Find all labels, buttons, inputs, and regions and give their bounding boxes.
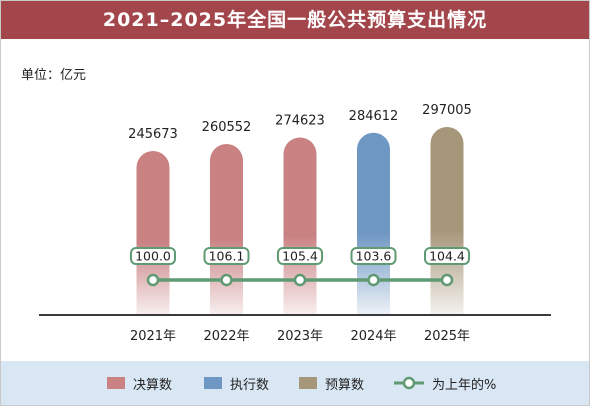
x-tick-label: 2021年 <box>130 329 176 344</box>
growth-point <box>293 273 307 287</box>
chart-area: 100.0 106.1 105.4 103.6 104.4 245673 260552 27… <box>1 39 589 361</box>
legend-item-final: 决算数 <box>107 361 172 405</box>
legend-label-execution: 执行数 <box>230 377 270 393</box>
bar-1 <box>136 151 170 315</box>
growth-value-label: 100.0 <box>135 249 171 264</box>
legend-swatch-final <box>107 377 125 389</box>
x-tick-label: 2024年 <box>350 329 396 344</box>
growth-point <box>440 273 454 287</box>
chart-title: 2021–2025年全国一般公共预算支出情况 <box>1 1 589 39</box>
bar-value-label: 284612 <box>349 109 399 124</box>
legend-swatch-budget <box>299 377 317 389</box>
growth-label-inner <box>205 249 248 263</box>
bar-value-label: 245673 <box>128 127 178 142</box>
legend-item-growth: 为上年的% <box>394 361 496 405</box>
x-tick-label: 2022年 <box>203 329 249 344</box>
legend-line-circle-icon <box>394 376 424 390</box>
x-tick-label: 2025年 <box>424 329 470 344</box>
bar-4 <box>357 132 390 315</box>
legend-label-final: 决算数 <box>133 377 173 393</box>
unit-label: 单位：亿元 <box>21 68 87 83</box>
bar-2 <box>210 144 243 315</box>
x-tick-label: 2023年 <box>277 329 323 344</box>
bar-5 <box>430 127 464 315</box>
growth-point <box>146 273 160 287</box>
legend-label-growth: 为上年的% <box>432 377 497 393</box>
legend-item-budget: 预算数 <box>299 361 364 405</box>
legend: 决算数 执行数 预算数 为上年的% <box>1 361 589 405</box>
growth-label-inner <box>352 249 395 263</box>
growth-label-inner <box>426 249 468 263</box>
growth-value-label: 103.6 <box>356 249 392 264</box>
bar-chart: 100.0 106.1 105.4 103.6 104.4 245673 260552 27… <box>39 103 551 344</box>
legend-swatch-execution <box>204 377 222 389</box>
growth-label-inner <box>132 249 174 263</box>
legend-label-budget: 预算数 <box>325 377 365 393</box>
growth-value-label: 104.4 <box>429 249 465 264</box>
bar-value-label: 274623 <box>275 113 325 128</box>
bar-value-label: 260552 <box>202 120 252 135</box>
growth-point <box>220 273 233 287</box>
growth-value-label: 106.1 <box>209 249 245 264</box>
bar-value-label: 297005 <box>422 103 472 118</box>
growth-point <box>367 273 380 287</box>
legend-item-execution: 执行数 <box>204 361 269 405</box>
bar-3 <box>283 137 317 315</box>
growth-value-label: 105.4 <box>282 249 318 264</box>
growth-label-inner <box>279 249 321 263</box>
